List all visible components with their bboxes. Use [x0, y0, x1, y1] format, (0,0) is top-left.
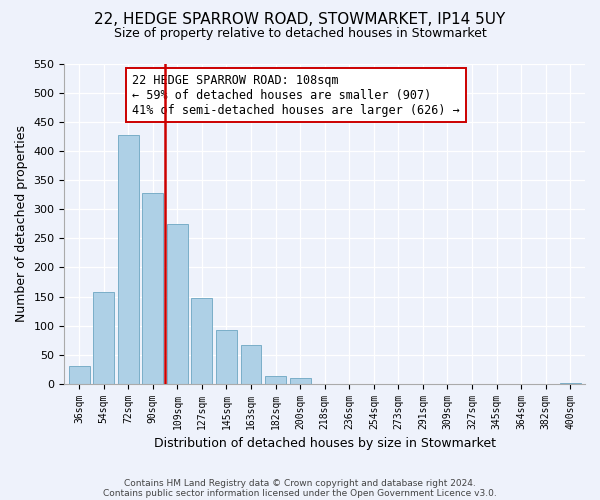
- Bar: [241, 344, 262, 384]
- Bar: [191, 298, 212, 384]
- Bar: [69, 366, 89, 384]
- Bar: [93, 292, 114, 384]
- Bar: [118, 135, 139, 384]
- Bar: [265, 376, 286, 384]
- Bar: [142, 193, 163, 384]
- Text: Contains public sector information licensed under the Open Government Licence v3: Contains public sector information licen…: [103, 488, 497, 498]
- Bar: [167, 224, 188, 384]
- Bar: [290, 378, 311, 384]
- Text: Size of property relative to detached houses in Stowmarket: Size of property relative to detached ho…: [113, 28, 487, 40]
- Y-axis label: Number of detached properties: Number of detached properties: [15, 126, 28, 322]
- Bar: [560, 382, 581, 384]
- Bar: [216, 330, 237, 384]
- X-axis label: Distribution of detached houses by size in Stowmarket: Distribution of detached houses by size …: [154, 437, 496, 450]
- Text: 22 HEDGE SPARROW ROAD: 108sqm
← 59% of detached houses are smaller (907)
41% of : 22 HEDGE SPARROW ROAD: 108sqm ← 59% of d…: [132, 74, 460, 116]
- Text: 22, HEDGE SPARROW ROAD, STOWMARKET, IP14 5UY: 22, HEDGE SPARROW ROAD, STOWMARKET, IP14…: [94, 12, 506, 28]
- Text: Contains HM Land Registry data © Crown copyright and database right 2024.: Contains HM Land Registry data © Crown c…: [124, 478, 476, 488]
